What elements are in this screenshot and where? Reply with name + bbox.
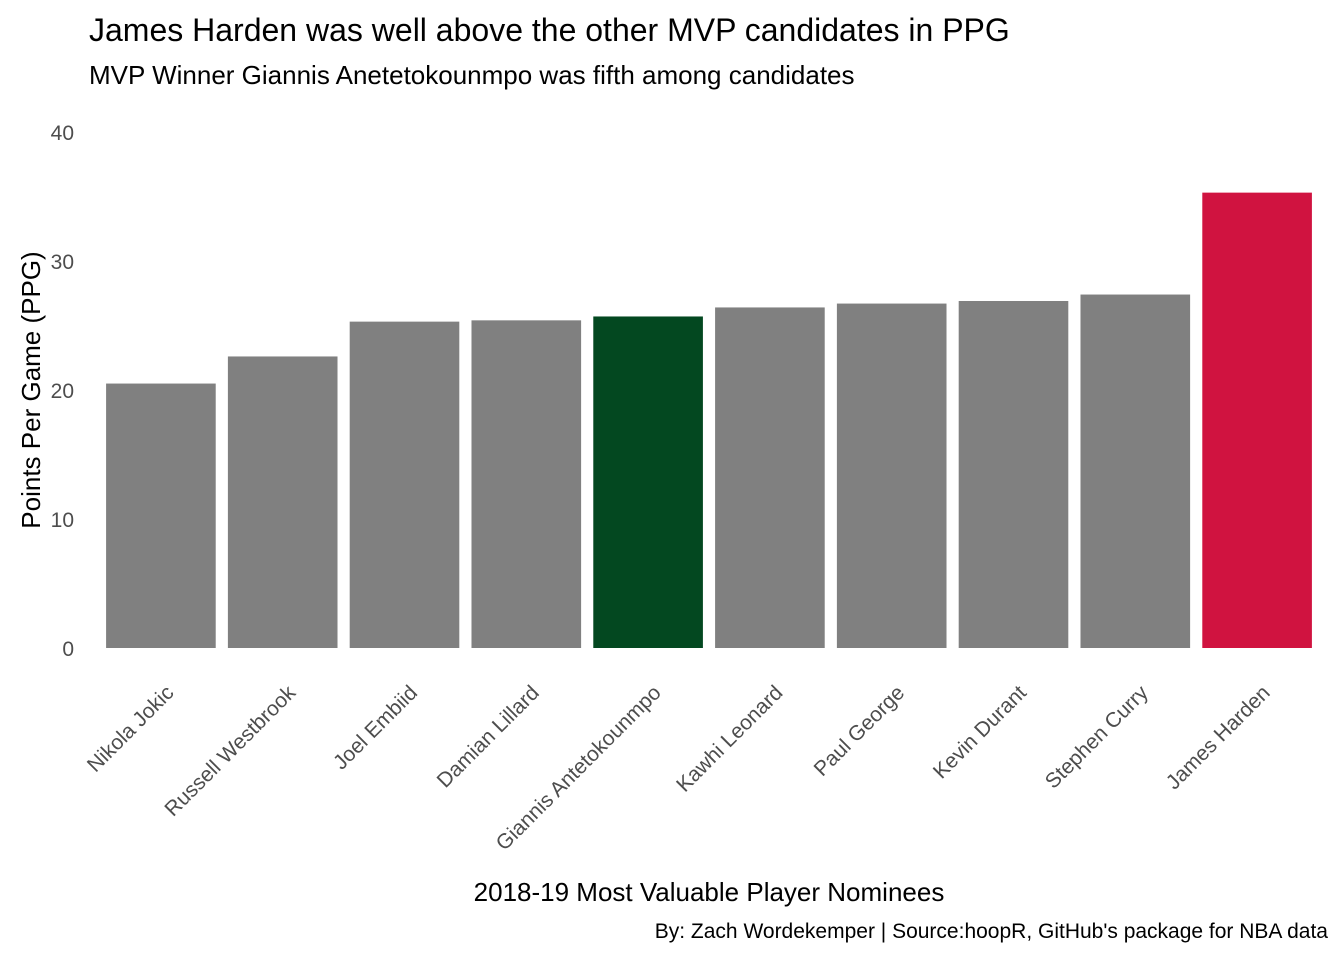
x-tick-label: Damian Lillard [433,681,544,792]
x-tick-label: Paul George [810,681,910,781]
y-tick-label: 0 [62,638,74,661]
x-tick-label: Nikola Jokic [83,681,178,776]
bar-paul-george [836,303,947,648]
x-tick-label: Kevin Durant [929,681,1031,783]
x-tick-label: Joel Embiid [329,681,422,774]
y-tick-label: 20 [51,380,74,403]
x-tick-label: James Harden [1162,681,1275,794]
caption: By: Zach Wordekemper | Source:hoopR, Git… [654,920,1328,943]
x-tick-label: Kawhi Leonard [672,681,787,796]
bar-kawhi-leonard [715,307,825,648]
y-axis-ticks: 0 10 20 30 40 [51,122,74,661]
bar-giannis-antetokounmpo [593,316,703,648]
y-axis-label: Points Per Game (PPG) [16,251,46,528]
bar-russell-westbrook [227,356,338,648]
bar-damian-lillard [471,320,582,648]
bar-james-harden [1202,192,1312,648]
x-tick-label: Russell Westbrook [160,681,300,821]
chart-title: James Harden was well above the other MV… [89,12,1010,48]
chart-subtitle: MVP Winner Giannis Anetetokounmpo was fi… [89,60,855,90]
bars [106,192,1312,648]
y-tick-label: 30 [51,251,74,274]
bar-nikola-jokic [106,383,216,648]
y-tick-label: 40 [51,122,74,145]
y-tick-label: 10 [51,509,74,532]
bar-joel-embiid [349,321,460,648]
x-tick-label: Stephen Curry [1041,681,1153,793]
bar-stephen-curry [1080,294,1191,648]
x-axis-label: 2018-19 Most Valuable Player Nominees [474,877,945,907]
bar-kevin-durant [958,300,1069,648]
